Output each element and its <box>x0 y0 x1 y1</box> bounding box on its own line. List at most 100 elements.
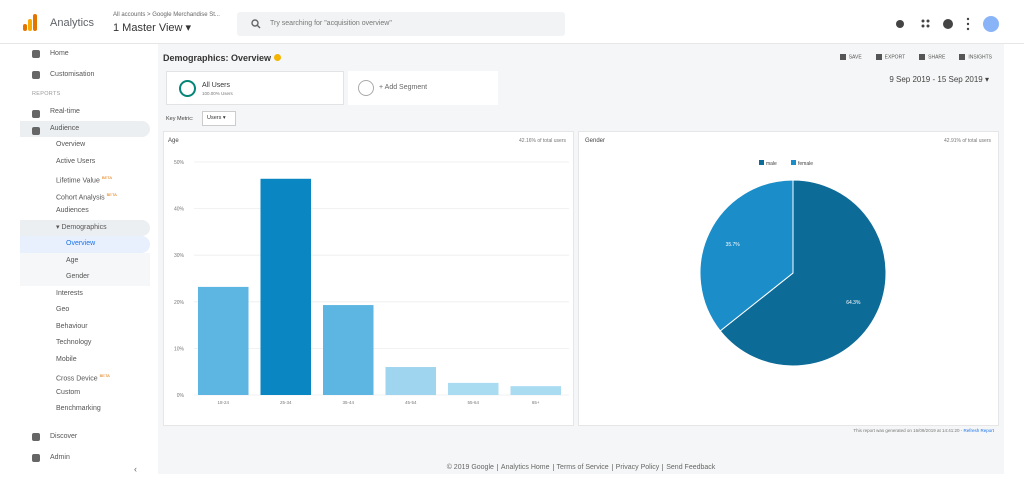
reports-nav: Real-time Audience Overview Active Users Lif… <box>20 104 150 427</box>
notifications-icon[interactable] <box>896 20 904 28</box>
breadcrumb[interactable]: All accounts > Google Merchandise St... <box>113 12 220 18</box>
nav-badge: BETA <box>99 373 110 378</box>
action-label: SHARE <box>928 54 946 61</box>
view-selector[interactable]: 1 Master View ▾ <box>113 22 192 34</box>
key-metric-label: Key Metric: <box>166 116 194 122</box>
nav-label: Lifetime Value <box>56 177 100 185</box>
nav-label: Interests <box>56 289 83 297</box>
more-icon[interactable] <box>966 17 970 31</box>
sidebar-top: Home Customisation <box>20 44 150 85</box>
slice-label: 35.7% <box>726 242 741 248</box>
nav-badge: BETA <box>106 191 117 197</box>
search-box[interactable]: Try searching for "acquisition overview" <box>237 12 565 36</box>
nav-label: Customisation <box>50 70 95 78</box>
nav-item[interactable]: Home <box>20 44 150 65</box>
nav-item[interactable]: Lifetime Value BETA <box>20 170 150 187</box>
nav-item[interactable]: Overview <box>20 236 150 253</box>
nav-item[interactable]: Gender <box>20 269 150 286</box>
footer-link[interactable]: Send Feedback <box>662 464 719 471</box>
action-icon <box>839 54 846 60</box>
legend-label: female <box>798 161 813 167</box>
legend: male female <box>759 160 813 167</box>
bar <box>323 305 374 395</box>
age-panel: Age 42.16% of total users 0% 10% 20% 30% 40%… <box>163 131 574 426</box>
nav-label: Discover <box>50 433 78 440</box>
nav-item[interactable]: Discover <box>20 427 150 448</box>
add-segment-label: + Add Segment <box>379 84 428 91</box>
y-tick-label: 0% <box>177 393 185 399</box>
nav-label: Mobile <box>56 355 77 363</box>
nav-label: Admin <box>50 453 70 461</box>
generated-text: This report was generated on 16/09/2019 … <box>853 428 963 433</box>
add-segment[interactable]: + Add Segment <box>348 71 498 105</box>
apps-icon[interactable] <box>921 19 930 28</box>
segment-card[interactable]: All Users 100.00% Users <box>166 71 344 105</box>
nav-item[interactable]: Audience <box>20 120 150 137</box>
nav-item[interactable]: Custom <box>20 385 150 402</box>
nav-badge: BETA <box>101 175 112 180</box>
nav-item[interactable]: Geo <box>20 302 150 319</box>
nav-label: Cohort Analysis <box>56 193 105 201</box>
section-heading: REPORTS <box>32 91 61 97</box>
action-button[interactable]: SAVE <box>839 54 862 60</box>
nav-item[interactable]: Customisation <box>20 65 150 86</box>
chart-note: 42.91% of total users <box>944 138 991 144</box>
nav-label: Active Users <box>56 157 96 165</box>
date-range-text: 9 Sep 2019 - 15 Sep 2019 <box>889 75 983 84</box>
key-metric-value: Users <box>207 115 222 121</box>
nav-item[interactable]: Behaviour <box>20 319 150 336</box>
nav-item[interactable]: Real-time <box>20 104 150 121</box>
action-icon <box>919 54 926 60</box>
chart-title: Gender <box>585 138 605 144</box>
x-tick-label: 35-44 <box>342 400 354 405</box>
action-icon <box>959 54 966 60</box>
key-metric-select[interactable]: Users ▾ <box>202 111 236 126</box>
nav-item[interactable]: Benchmarking <box>20 401 150 418</box>
pie-slice <box>719 179 887 367</box>
legend-label: male <box>766 161 777 167</box>
chart-note: 42.16% of total users <box>519 138 566 144</box>
nav-item[interactable]: ▾ Demographics <box>20 219 150 236</box>
account-avatar[interactable] <box>983 16 999 32</box>
footer-link[interactable]: Terms of Service <box>552 464 612 471</box>
help-icon[interactable] <box>943 19 953 29</box>
action-button[interactable]: INSIGHTS <box>959 54 992 60</box>
report-generated: This report was generated on 16/09/2019 … <box>853 428 994 433</box>
sidebar: Home Customisation REPORTS Real-time Audie… <box>20 44 150 474</box>
top-bar: Analytics All accounts > Google Merchand… <box>0 0 1024 44</box>
nav-item[interactable]: Active Users <box>20 154 150 171</box>
y-tick-label: 40% <box>174 207 185 213</box>
verified-icon <box>273 54 281 61</box>
footer-link[interactable]: Analytics Home <box>496 464 553 471</box>
report-actions: SAVE EXPORT SHARE INSIGHTS <box>839 54 992 60</box>
bar <box>448 382 499 395</box>
nav-label: Overview <box>66 240 96 247</box>
x-tick-label: 65+ <box>532 400 540 405</box>
nav-item[interactable]: Cohort Analysis BETA <box>20 187 150 204</box>
nav-item[interactable]: Age <box>20 252 150 269</box>
footer-link[interactable]: Privacy Policy <box>611 464 663 471</box>
refresh-link[interactable]: Refresh Report <box>963 428 994 433</box>
action-button[interactable]: EXPORT <box>875 54 905 60</box>
gender-panel: Gender 42.91% of total users male female 6… <box>578 131 999 426</box>
slice-label: 64.3% <box>846 300 861 306</box>
nav-item[interactable]: Audiences <box>20 203 150 220</box>
action-button[interactable]: SHARE <box>919 54 945 60</box>
date-range[interactable]: 9 Sep 2019 - 15 Sep 2019 ▾ <box>889 75 989 84</box>
nav-item[interactable]: Mobile <box>20 352 150 369</box>
view-name: 1 Master View <box>113 22 183 34</box>
nav-icon <box>32 110 40 118</box>
nav-item[interactable]: Interests <box>20 286 150 303</box>
nav-label: Custom <box>56 388 81 396</box>
nav-icon <box>32 453 40 462</box>
nav-item[interactable]: Overview <box>20 137 150 154</box>
nav-item[interactable]: Cross Device BETA <box>20 368 150 385</box>
action-label: INSIGHTS <box>968 54 992 61</box>
report-title-text: Demographics: Overview <box>163 53 272 63</box>
footer-link: © 2019 Google <box>446 464 494 471</box>
collapse-button[interactable]: ‹ <box>134 464 137 474</box>
nav-item[interactable]: Technology <box>20 335 150 352</box>
nav-label: Technology <box>56 339 92 346</box>
nav-item[interactable]: Admin <box>20 448 150 469</box>
